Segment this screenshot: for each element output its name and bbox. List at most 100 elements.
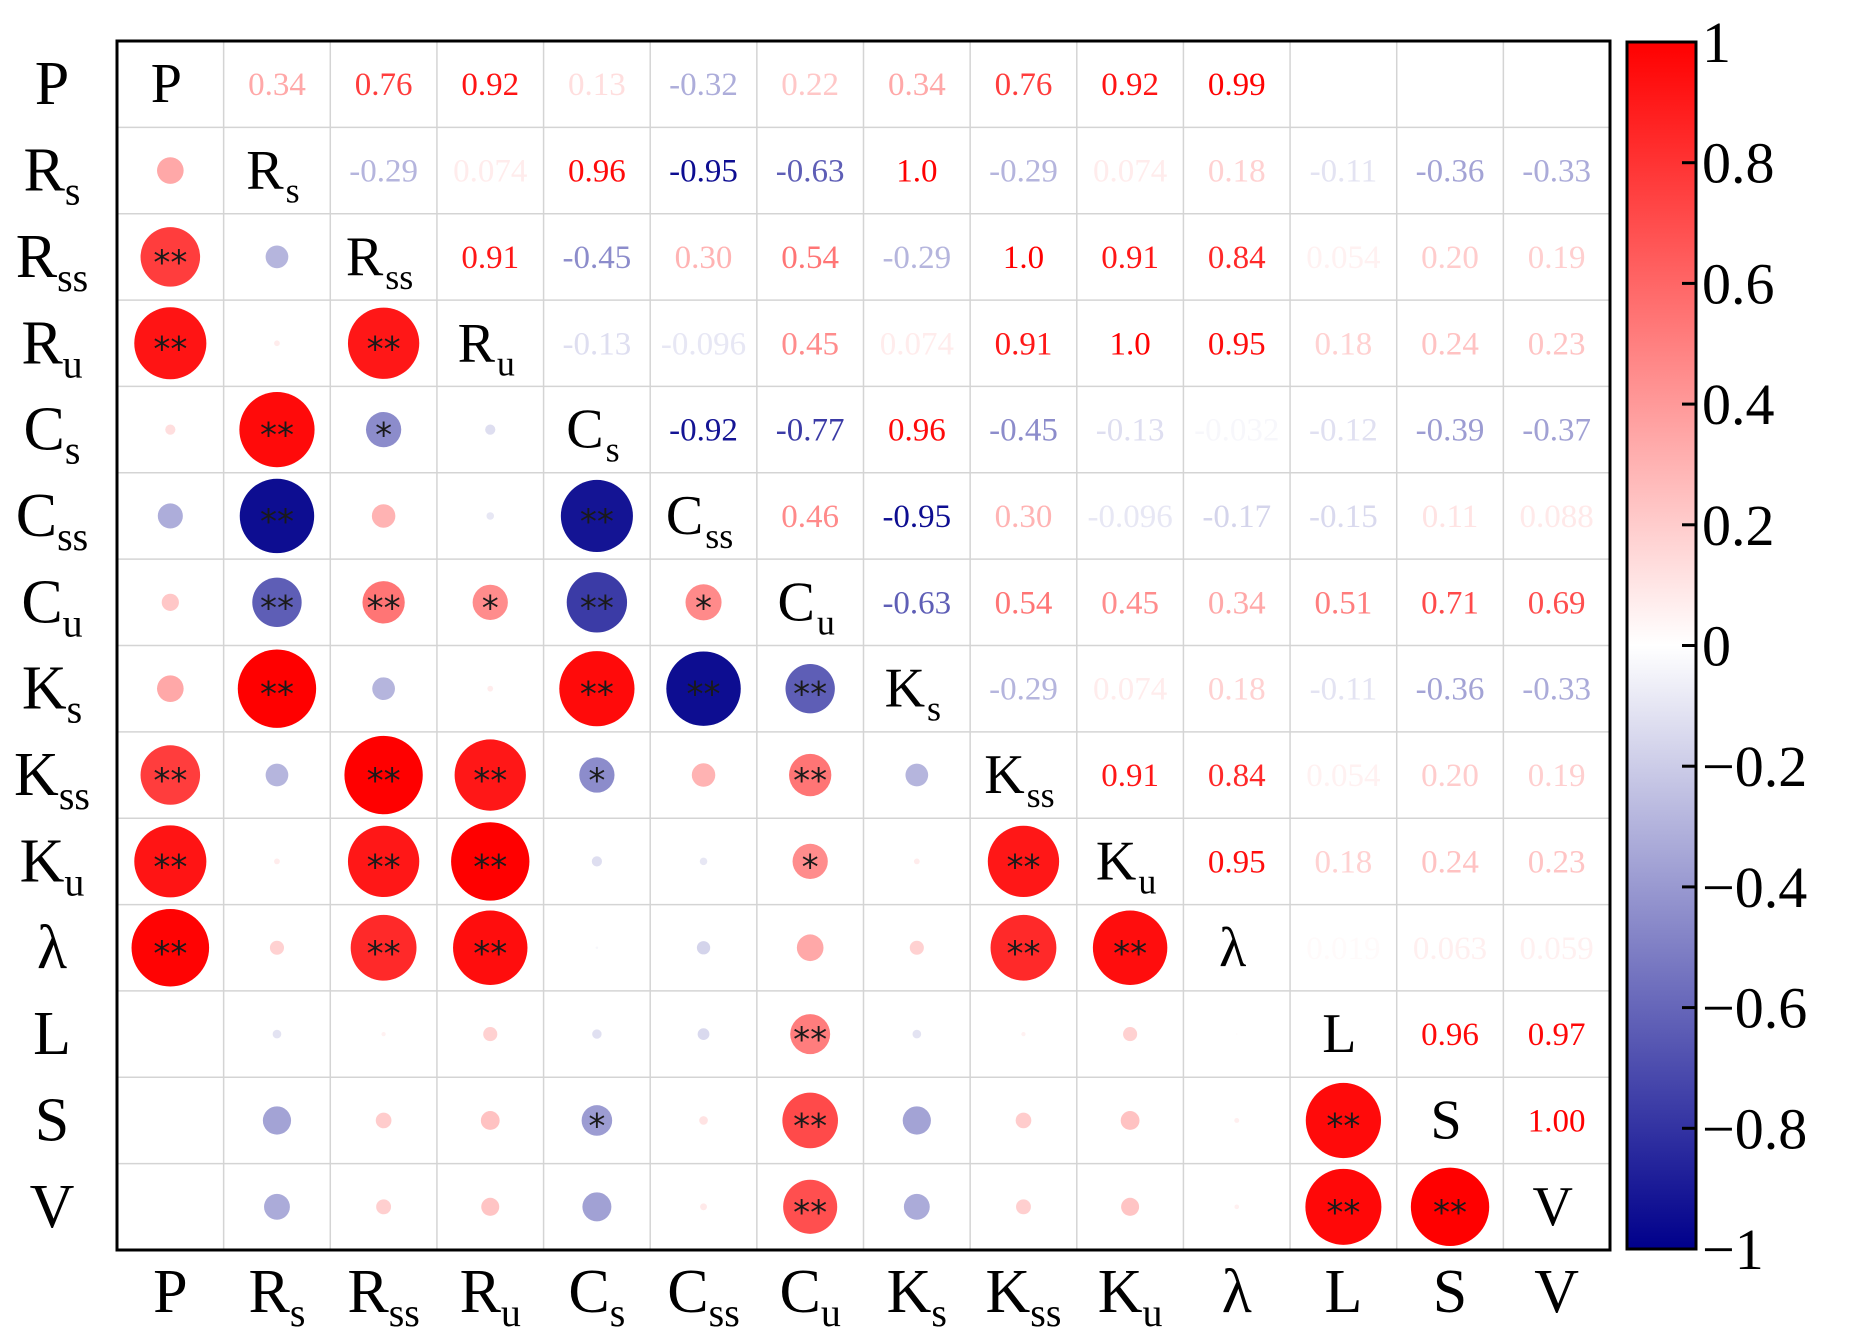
column-label-base: C (779, 1258, 820, 1326)
significance-marker: ** (153, 243, 187, 283)
colorbar-tick-label: 0.8 (1702, 131, 1775, 196)
correlation-circle (480, 1111, 500, 1130)
correlation-value-label: 0.19 (1528, 758, 1586, 794)
correlation-circle (165, 424, 176, 435)
correlation-value-label: 1.0 (896, 154, 937, 190)
correlation-circle (1092, 910, 1168, 985)
column-label: Rs (248, 1258, 305, 1335)
significance-marker: * (588, 761, 605, 801)
correlation-value-label: -0.096 (1087, 499, 1172, 535)
correlation-value-label: 0.69 (1528, 585, 1586, 621)
correlation-circle (691, 763, 716, 787)
correlation-value-label: 0.088 (1520, 499, 1594, 535)
colorbar-tick-label: −0.8 (1702, 1096, 1807, 1161)
column-label: Ru (460, 1258, 521, 1335)
row-label-base: C (21, 568, 62, 636)
diagonal-label-base: λ (1219, 917, 1246, 979)
column-label: Rss (347, 1258, 420, 1335)
correlation-value-label: -0.95 (882, 499, 951, 535)
significance-marker: ** (1433, 1193, 1467, 1233)
correlation-value-label: -0.15 (1309, 499, 1378, 535)
column-label-base: K (1098, 1258, 1143, 1326)
correlation-circle (902, 1106, 931, 1135)
diagonal-label-subscript: s (286, 171, 300, 211)
correlation-circle (905, 763, 929, 787)
correlation-value-label: 0.13 (568, 67, 626, 103)
column-label: S (1433, 1258, 1467, 1326)
correlation-value-label: 0.45 (1101, 585, 1159, 621)
correlation-circle (1120, 1111, 1140, 1130)
correlation-circle (347, 307, 420, 379)
correlation-value-label: 0.074 (880, 326, 954, 362)
significance-marker: ** (1006, 847, 1040, 887)
correlation-value-label: 0.97 (1528, 1017, 1586, 1053)
diagonal-label: Ku (1096, 830, 1156, 901)
correlation-value-label: 0.24 (1421, 326, 1479, 362)
significance-marker: ** (367, 761, 401, 801)
diagonal-label-subscript: ss (705, 516, 733, 556)
correlation-value-label: -0.12 (1309, 413, 1378, 449)
correlation-value-label: -0.29 (989, 154, 1058, 190)
correlation-value-label: 0.96 (568, 154, 626, 190)
correlation-circle (1305, 1082, 1382, 1159)
correlation-value-label: 0.34 (1208, 585, 1266, 621)
significance-marker: ** (260, 675, 294, 715)
correlation-value-label: 0.76 (355, 67, 413, 103)
column-label: Ks (887, 1258, 947, 1335)
column-label-subscript: s (610, 1290, 626, 1335)
row-label-subscript: ss (57, 514, 88, 559)
column-label-base: V (1534, 1258, 1579, 1326)
correlation-value-label: 0.30 (995, 499, 1053, 535)
diagonal-label: P (151, 53, 182, 115)
correlation-circle (161, 593, 179, 611)
significance-marker: ** (153, 329, 187, 369)
colorbar-tick-label: 1 (1702, 10, 1731, 75)
column-label: P (153, 1258, 187, 1326)
significance-marker: * (802, 847, 819, 887)
correlation-value-label: 0.45 (781, 326, 839, 362)
significance-marker: ** (793, 1193, 827, 1233)
significance-marker: ** (1326, 1106, 1360, 1146)
row-label-base: L (33, 1000, 71, 1068)
significance-marker: ** (793, 675, 827, 715)
diagonal-label: Rs (246, 140, 299, 211)
correlation-circle (252, 577, 302, 628)
diagonal-label-base: C (777, 571, 814, 633)
correlation-circle (265, 763, 289, 787)
column-label-subscript: ss (389, 1290, 420, 1335)
significance-marker: ** (260, 588, 294, 628)
correlation-circle (239, 391, 315, 468)
correlation-circle (134, 825, 207, 898)
correlation-value-label: 0.46 (781, 499, 839, 535)
row-label-base: C (24, 396, 65, 464)
correlation-circle (347, 825, 420, 898)
row-label: Cs (24, 396, 81, 473)
column-label: Cu (779, 1258, 840, 1335)
row-label: λ (37, 914, 67, 982)
correlation-value-label: 0.51 (1315, 585, 1373, 621)
column-label: V (1534, 1258, 1579, 1326)
correlation-value-label: 0.92 (461, 67, 519, 103)
significance-marker: ** (473, 847, 507, 887)
row-label-base: C (16, 482, 57, 550)
correlation-circle (909, 940, 924, 955)
colorbar-tick-label: 0.6 (1702, 251, 1775, 316)
correlation-circle (913, 858, 920, 865)
correlation-value-label: 0.34 (248, 67, 306, 103)
row-label-base: K (22, 655, 67, 723)
correlation-value-label: 0.96 (1421, 1017, 1479, 1053)
correlation-value-label: 0.18 (1315, 844, 1373, 880)
correlation-circle (131, 908, 210, 987)
colorbar: 1 0.8 0.6 0.4 0.2 0 −0.2 −0.4 −0.6 −0.8 −1 (1625, 10, 1807, 1282)
correlation-circle (699, 857, 708, 866)
correlation-value-label: 0.54 (995, 585, 1053, 621)
significance-marker: ** (153, 934, 187, 974)
row-label: Rss (16, 223, 89, 300)
correlation-circle (239, 478, 315, 554)
column-label-base: R (460, 1258, 502, 1326)
correlation-circle (140, 227, 201, 287)
significance-marker: * (588, 1106, 605, 1146)
diagonal-label-base: V (1532, 1176, 1572, 1238)
